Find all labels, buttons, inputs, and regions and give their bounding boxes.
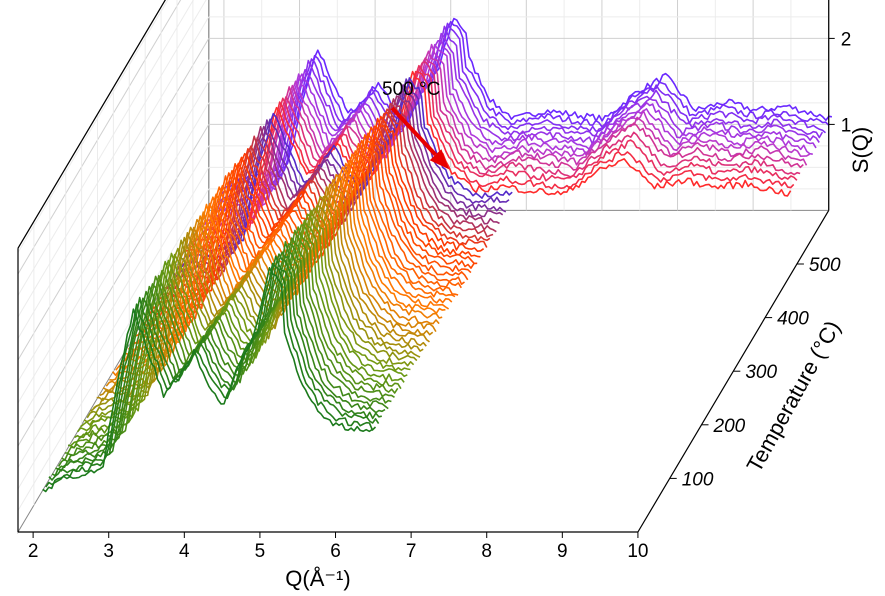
temperature-tick-label: 200 [713, 416, 746, 437]
spectrum-line [140, 132, 472, 328]
q-tick-label: 8 [481, 541, 492, 562]
q-tick-label: 2 [28, 541, 39, 562]
temperature-tick-label: 500 [809, 255, 841, 276]
spectrum-line [188, 70, 795, 248]
spectrum-line [211, 39, 817, 214]
spectrum-line [220, 22, 826, 196]
spectrum-line [76, 219, 408, 433]
annotation-arrow-head [429, 149, 450, 170]
spectrum-line [42, 266, 373, 493]
temperature-axis-ticks: 100 200 300 400 500 [669, 255, 841, 490]
temperature-tick-label: 100 [682, 469, 714, 490]
spectra-curves [42, 17, 833, 493]
q-tick-label: 10 [627, 541, 648, 562]
q-axis-label: Q(Å⁻¹) [285, 566, 350, 591]
spectrum-line [204, 43, 810, 224]
sq-tick-label: 2 [841, 29, 852, 50]
spectrum-line [201, 50, 808, 228]
q-tick-label: 3 [103, 541, 114, 562]
spectrum-line [195, 60, 801, 241]
q-tick-label: 7 [406, 541, 417, 562]
sq-tick-label: 1 [841, 115, 852, 136]
q-tick-label: 4 [179, 541, 190, 562]
q-tick-label: 6 [330, 541, 341, 562]
q-axis-ticks: 2 3 4 5 6 7 8 9 10 [28, 532, 648, 562]
top-left-edge [17, 0, 166, 249]
temperature-tick-label: 300 [745, 362, 777, 383]
annotation-label: 500 °C [382, 79, 440, 100]
annotation-arrow-shaft [390, 106, 437, 157]
spectrum-line [207, 43, 813, 218]
sq-axis-ticks: 123 [828, 29, 852, 136]
spectrum-line [192, 64, 798, 243]
q-tick-label: 9 [557, 541, 568, 562]
temperature-tick-label: 400 [777, 309, 809, 330]
q-tick-label: 5 [255, 541, 266, 562]
spectrum-line [45, 262, 377, 488]
spectrum-line [223, 20, 830, 190]
spectrum-line [226, 17, 833, 190]
spectrum-line [198, 57, 804, 236]
temperature-axis-label: Temperature (°C) [742, 316, 846, 476]
sq-axis-label: S(Q) [848, 127, 873, 173]
spectrum-line [185, 70, 792, 253]
